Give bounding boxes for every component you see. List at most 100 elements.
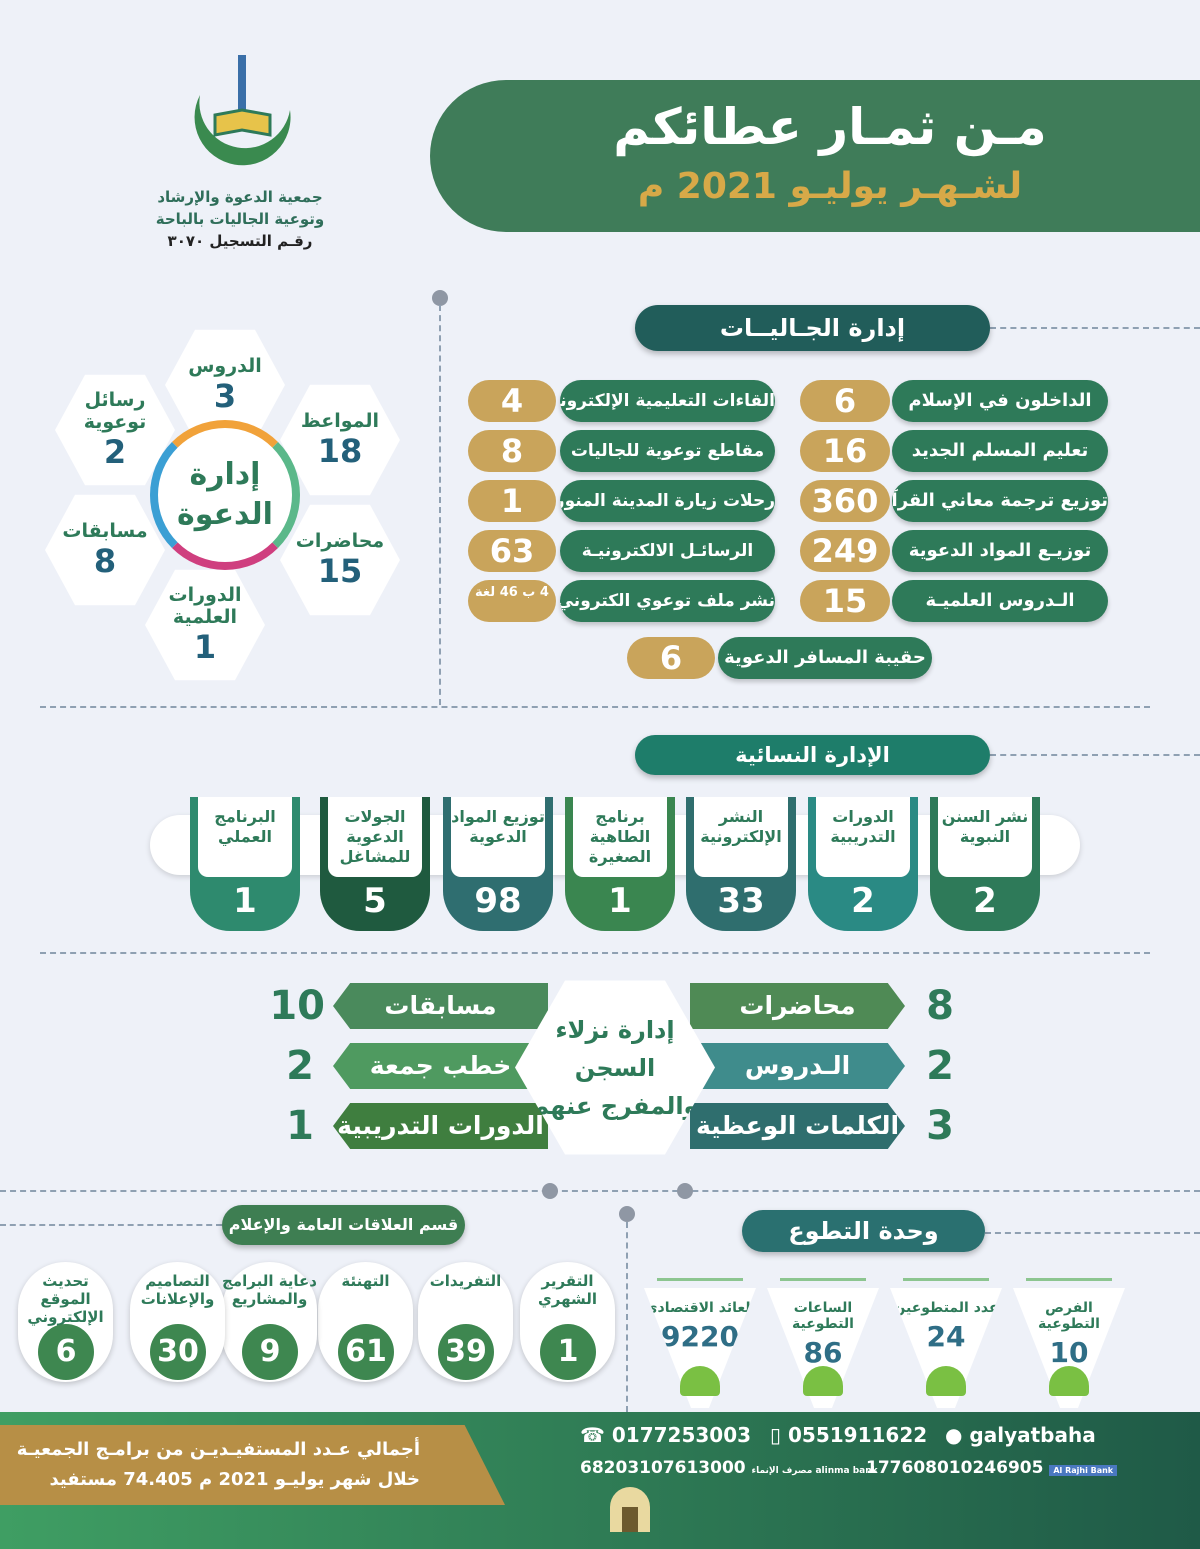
jaliyat-item-label: الرسائـل الالكترونيـة [560,530,775,572]
ministry-logo [610,1487,650,1532]
women-program-card: النشر الإلكترونية 33 [686,797,796,931]
pr-item-label: التفريدات [429,1272,502,1290]
prison-title: إدارة نزلاء السجن والمفرج عنهم [531,1015,699,1120]
registration-number: رقـم التسجيل ٣٠٧٠ [167,232,313,250]
women-program-card: نشر السنن النبوية 2 [930,797,1040,931]
dawah-item-label: رسائل توعوية [83,389,147,433]
dawah-item: الدورات العلمية 1 [145,569,265,681]
dawah-item-label: محاضرات [295,530,385,552]
dawah-item-value: 18 [317,432,363,470]
volunteer-section-title: وحدة التطوع [742,1210,985,1252]
women-program-label: نشر السنن النبوية [938,797,1032,877]
pr-item-value: 1 [540,1324,596,1380]
phone-number: 0177253003 [611,1423,752,1447]
dawah-item-label: مسابقات [62,520,148,542]
divider-dot [619,1206,635,1222]
volunteer-gauge-fill [803,1366,843,1396]
divider-vertical [439,305,441,705]
prison-item-label: مسابقات [333,983,548,1029]
pr-item-value: 39 [438,1324,494,1380]
prison-item-value: 10 [269,983,325,1029]
jaliyat-item-value: 249 [800,530,890,572]
mobile-contact[interactable]: ▯ 0551911622 [770,1423,927,1447]
divider-dot [542,1183,558,1199]
dawah-center: إدارة الدعوة [150,420,300,570]
dawah-item-label: الدورات العلمية [168,584,242,628]
pr-item-label: التصاميم والإعلانات [140,1272,215,1308]
jaliyat-item-label: القاءات التعليمية الإلكترونية [560,380,775,422]
women-program-label: برنامج الطاهية الصغيرة [573,797,667,877]
volunteer-item-value: 86 [803,1336,843,1369]
divider-dot [432,290,448,306]
twitter-icon: ● [945,1423,963,1447]
mobile-icon: ▯ [770,1423,782,1447]
divider-dot [677,1183,693,1199]
prison-item-value: 2 [286,1043,314,1089]
women-program-value: 98 [474,881,522,921]
jaliyat-item-value: 4 [468,380,556,422]
women-program-value: 1 [233,881,257,921]
pr-item-value: 6 [38,1324,94,1380]
phone-contact[interactable]: ☎ 0177253003 [580,1423,751,1447]
divider-vertical [626,1222,628,1412]
mobile-number: 0551911622 [787,1423,928,1447]
twitter-contact[interactable]: ● galyatbaha [945,1423,1096,1447]
jaliyat-item-label: توزيـع المواد الدعوية [892,530,1108,572]
volunteer-item-label: العائد الاقتصادي [644,1300,756,1316]
divider-line [0,1224,222,1226]
women-program-value: 5 [363,881,387,921]
jaliyat-item-label: مقاطع توعوية للجاليات [560,430,775,472]
prison-item-value: 8 [926,983,954,1029]
volunteer-item-label: الساعات التطوعية [792,1300,854,1332]
pr-item: دعاية البرامج والمشاريع 9 [222,1262,317,1382]
divider-line [990,327,1200,329]
jaliyat-item-value: 16 [800,430,890,472]
volunteer-item-bar [1026,1278,1112,1281]
rajhi-bank-name: Al Rajhi Bank [1049,1465,1118,1476]
volunteer-item-label: الفرص التطوعية [1038,1300,1100,1332]
dawah-item-value: 2 [103,433,127,471]
pr-item: تحديث الموقع الإلكتروني 6 [18,1262,113,1382]
phone-icon: ☎ [580,1423,605,1447]
jaliyat-item-value: 8 [468,430,556,472]
pr-item-value: 61 [338,1324,394,1380]
jaliyat-item-label: الداخلون في الإسلام [892,380,1108,422]
dawah-item: محاضرات 15 [280,504,400,616]
volunteer-item-bar [780,1278,866,1281]
women-program-card: الجولات الدعوية للمشاغل 5 [320,797,430,931]
women-program-label: البرنامج العملي [198,797,292,877]
dawah-item: مسابقات 8 [45,494,165,606]
dawah-title: إدارة الدعوة [177,457,273,532]
organization-logo [194,55,291,166]
total-beneficiaries: أجمالي عـدد المستفيـديـن من برامـج الجمع… [0,1425,505,1505]
pr-item-label: تحديث الموقع الإلكتروني [27,1272,104,1326]
dawah-item-value: 1 [193,628,217,666]
volunteer-item-value: 24 [926,1320,966,1353]
org-name-line2: وتوعية الجاليات بالباحة [155,210,325,228]
pr-item-value: 30 [150,1324,206,1380]
women-program-card: برنامج الطاهية الصغيرة 1 [565,797,675,931]
alinma-account: 68203107613000 مصرف الإنماء alinma bank [580,1458,878,1478]
jaliyat-item-value: 15 [800,580,890,622]
dawah-item-label: الدروس [188,355,262,377]
rajhi-account-number: 177608010246905 [866,1458,1044,1478]
women-program-value: 33 [717,881,765,921]
divider-line [990,754,1200,756]
alinma-account-number: 68203107613000 [580,1458,746,1478]
jaliyat-item-value: 4 ب 46 لغة [468,580,556,622]
volunteer-item-bar [657,1278,743,1281]
pr-item: التقرير الشهري 1 [520,1262,615,1382]
jaliyat-item-value: 1 [468,480,556,522]
jaliyat-item-value: 360 [800,480,890,522]
organization-info: جمعية الدعوة والإرشاد وتوعية الجاليات با… [140,186,340,252]
prison-item-label: خطب جمعة [333,1043,548,1089]
pr-item-label: دعاية البرامج والمشاريع [222,1272,317,1308]
jaliyat-item-label: تعليم المسلم الجديد [892,430,1108,472]
dawah-item-value: 8 [93,542,117,580]
volunteer-gauge-fill [1049,1366,1089,1396]
total-line2: خلال شهر يوليـو 2021 م 74.405 مستفيد [49,1469,420,1490]
org-name-line1: جمعية الدعوة والإرشاد [157,188,323,206]
alinma-bank-name: مصرف الإنماء alinma bank [751,1466,878,1476]
volunteer-item-value: 9220 [661,1320,739,1353]
prison-item-value: 3 [926,1103,954,1149]
